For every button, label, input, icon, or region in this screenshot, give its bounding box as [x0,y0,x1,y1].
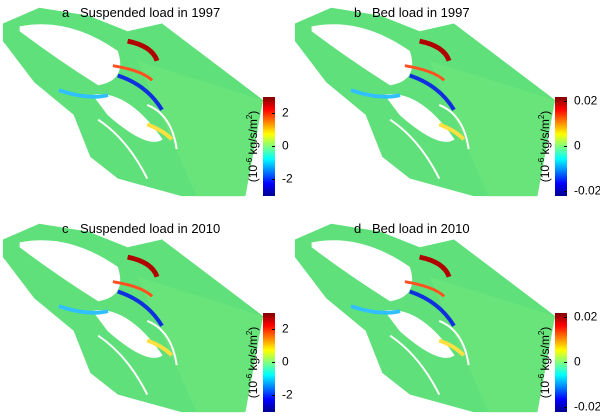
panel-letter: d [354,221,361,236]
colorbar-tick-label: 0 [574,139,581,153]
label-part: (10 [538,165,552,183]
map [295,8,555,196]
colorbar-tick-label: 0.02 [574,310,598,324]
map [3,8,263,196]
panel: d Bed load in 2010 0.02 0 -0.02 (10-6 kg/s/m2… [295,221,600,414]
superscript: -6 [245,373,254,381]
panel-title: Suspended load in 2010 [80,221,220,236]
label-part: ) [538,111,552,115]
panel-title: Bed load in 2010 [372,221,470,236]
colorbar-tick-label: 0 [282,355,289,369]
superscript: -6 [245,157,254,165]
panel-letter: c [62,221,69,236]
colorbar-label: (10-6 kg/s/m2) [245,327,260,399]
colorbar-tick-label: 0 [282,139,289,153]
colorbar-tick-label: 2 [282,106,289,120]
panel-title: Bed load in 1997 [372,5,470,20]
label-part: ) [246,111,260,115]
colorbar-tick-label: 2 [282,322,289,336]
colorbar-tick-label: -2 [282,172,293,186]
superscript: -6 [537,373,546,381]
map [3,224,263,412]
map [295,224,555,412]
label-part: (10 [538,381,552,399]
panel-letter: b [354,5,361,20]
superscript: 2 [537,114,546,119]
colorbar [263,97,275,196]
colorbar-tick-label: 0 [574,355,581,369]
label-part: ) [538,327,552,331]
colorbar [263,313,275,412]
label-part: kg/s/m [246,335,260,374]
colorbar [555,97,567,196]
superscript: 2 [245,114,254,119]
panel: b Bed load in 1997 0.02 0 -0.02 (10-6 kg/s/m2… [295,5,600,198]
colorbar-label: (10-6 kg/s/m2) [537,327,552,399]
colorbar [555,313,567,412]
colorbar-label: (10-6 kg/s/m2) [245,111,260,183]
colorbar-tick-label: -0.02 [574,184,600,198]
colorbar-tick-label: -0.02 [574,400,600,414]
label-part: (10 [246,165,260,183]
colorbar-tick-label: -2 [282,388,293,402]
superscript: -6 [537,157,546,165]
panel-title: Suspended load in 1997 [80,5,220,20]
label-part: (10 [246,381,260,399]
label-part: kg/s/m [538,119,552,158]
colorbar-label: (10-6 kg/s/m2) [537,111,552,183]
label-part: ) [246,327,260,331]
superscript: 2 [245,330,254,335]
label-part: kg/s/m [538,335,552,374]
superscript: 2 [537,330,546,335]
panel-letter: a [62,5,70,20]
label-part: kg/s/m [246,119,260,158]
colorbar-tick-label: 0.02 [574,94,598,108]
